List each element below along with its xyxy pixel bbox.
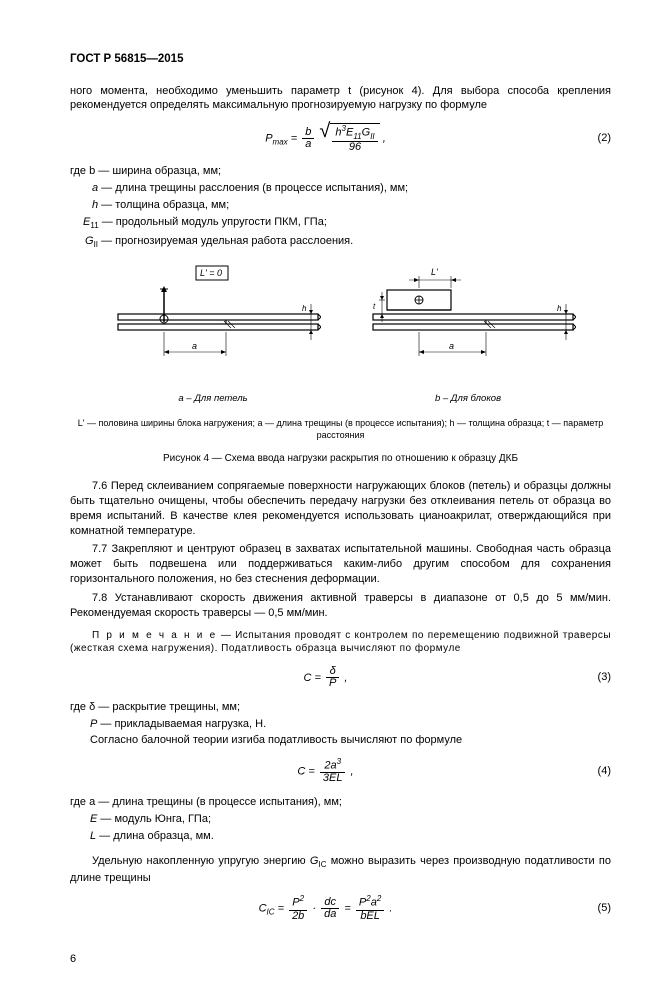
svg-text:h: h: [557, 304, 562, 313]
where-3: где δ — раскрытие трещины, мм; P — прикл…: [70, 700, 611, 749]
note-1: П р и м е ч а н и е — Испытания проводят…: [70, 629, 611, 656]
p-7-7: 7.7 Закрепляют и центруют образец в захв…: [70, 542, 611, 587]
page-number: 6: [70, 952, 611, 967]
equation-5-num: (5): [581, 901, 611, 916]
figure-4a: L' = 0: [106, 264, 321, 406]
where-4: где a — длина трещины (в процессе испыта…: [70, 795, 611, 844]
equation-4: C = 2a3 3EL , (4): [70, 758, 611, 785]
svg-text:h: h: [302, 304, 307, 313]
where-2: где b — ширина образца, мм; a — длина тр…: [70, 164, 611, 251]
equation-5: CIC = P2 2b · dc da = P2a2 bEL . (5): [70, 895, 611, 922]
doc-header: ГОСТ Р 56815—2015: [70, 52, 611, 68]
p-7-8: 7.8 Устанавливают скорость движения акти…: [70, 591, 611, 621]
svg-text:a: a: [449, 341, 454, 351]
equation-2-num: (2): [581, 131, 611, 146]
intro-para: ного момента, необходимо уменьшить парам…: [70, 84, 611, 114]
svg-text:t: t: [373, 302, 376, 311]
equation-4-num: (4): [581, 764, 611, 779]
figure-4b: L' t: [361, 264, 576, 406]
figure-4-legend: L' — половина ширины блока нагружения; a…: [70, 418, 611, 441]
svg-text:L': L': [431, 267, 438, 277]
figure-4: L' = 0: [70, 264, 611, 465]
equation-3-num: (3): [581, 670, 611, 685]
equation-3: C = δP , (3): [70, 666, 611, 690]
equation-2: Pmax = ba √ h3E11GII 96 , (2): [70, 123, 611, 154]
svg-text:a: a: [192, 341, 197, 351]
p-energy: Удельную накопленную упругую энергию GIC…: [70, 854, 611, 886]
svg-text:L' = 0: L' = 0: [200, 268, 222, 278]
p-7-6: 7.6 Перед склеиванием сопрягаемые поверх…: [70, 479, 611, 538]
figure-4-title: Рисунок 4 — Схема ввода нагрузки раскрыт…: [70, 452, 611, 466]
